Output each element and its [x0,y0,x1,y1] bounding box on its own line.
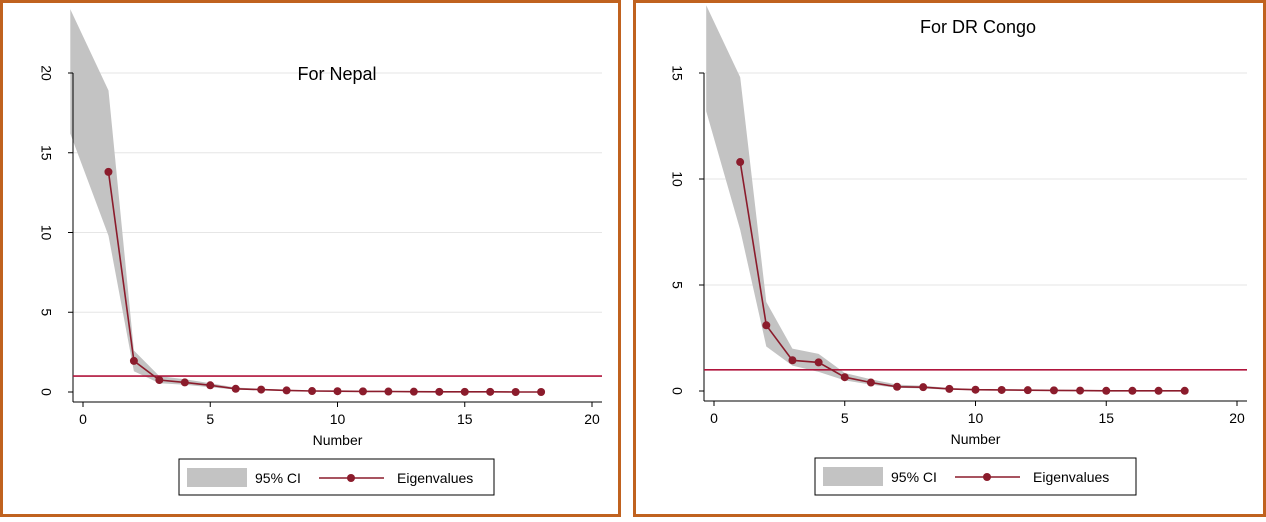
eigenvalue-point [1049,386,1058,395]
x-tick-label: 0 [710,410,718,426]
legend-ci-label: 95% CI [255,470,301,486]
eigenvalue-point [814,358,823,367]
eigenvalue-line [107,171,542,393]
y-tick-label: 0 [38,388,54,396]
eigenvalue-point [788,356,797,365]
legend-ci-label: 95% CI [891,469,937,485]
x-tick-label: 0 [79,411,87,427]
eigenvalue-point [257,385,266,394]
eigenvalue-point [384,387,393,396]
eigenvalue-point [460,387,469,396]
legend-eigen-marker [347,474,355,482]
eigenvalue-point [919,383,928,392]
eigenvalue-point [180,378,189,387]
eigenvalue-point [486,387,495,396]
chart-title: For Nepal [297,64,376,84]
eigenvalue-point [333,387,342,396]
y-tick-label: 10 [38,225,54,241]
chart-nepal: 0 5 10 15 20 0 5 10 15 20 Number For Nepal 95% CI Eig… [0,0,621,517]
eigenvalue-point [104,167,113,176]
y-tick-label: 20 [38,65,54,81]
eigenvalue-point [866,378,875,387]
x-tick-label: 5 [841,410,849,426]
eigenvalue-point [409,387,418,396]
y-tick-label: 0 [669,387,685,395]
eigenvalue-point [1076,386,1085,395]
y-tick-label: 15 [38,145,54,161]
eigenvalue-point [762,321,771,330]
eigenvalue-point [206,381,215,390]
eigenvalue-point [435,387,444,396]
x-tick-label: 20 [1229,410,1245,426]
eigenvalue-point [1128,386,1137,395]
eigenvalue-line [739,161,1185,392]
eigenvalue-point [537,388,546,396]
eigenvalue-point [358,387,367,396]
eigenvalue-point [282,386,291,395]
y-tick-label: 15 [669,65,685,81]
legend-ci-swatch [187,468,247,487]
legend-eigen-label: Eigenvalues [397,470,473,486]
eigenvalue-point [1023,386,1032,395]
x-tick-label: 10 [968,410,984,426]
eigenvalue-point [231,384,240,393]
eigenvalue-point [736,158,745,167]
x-tick-label: 5 [206,411,214,427]
legend-ci-swatch [823,467,883,486]
y-tick-label: 10 [669,171,685,187]
eigenvalue-point [129,356,138,365]
eigenvalue-point [155,376,164,385]
x-axis-title: Number [951,431,1001,447]
eigenvalue-point [945,384,954,393]
legend-eigen-label: Eigenvalues [1033,469,1109,485]
eigenvalue-point [840,373,849,382]
x-tick-label: 10 [330,411,346,427]
panel-nepal: 0 5 10 15 20 0 5 10 15 20 Number For Nepal 95% CI Eig… [0,0,621,517]
eigenvalue-point [1180,386,1189,395]
eigenvalue-point [997,385,1006,394]
eigenvalue-point [511,388,520,396]
eigenvalue-point [971,385,980,394]
legend-eigen-marker [983,473,991,481]
y-tick-label: 5 [669,281,685,289]
eigenvalue-point [893,382,902,391]
eigenvalue-point [1154,386,1163,395]
x-tick-label: 15 [1098,410,1114,426]
chart-congo: 0 5 10 15 0 5 10 15 20 Number For DR Congo 95% CI Ei… [633,0,1266,517]
eigenvalue-point [1102,386,1111,395]
eigenvalue-point [308,387,317,396]
panel-congo: 0 5 10 15 0 5 10 15 20 Number For DR Congo 95% CI Ei… [633,0,1266,517]
chart-title: For DR Congo [920,17,1036,37]
y-tick-label: 5 [38,308,54,316]
x-axis-title: Number [313,432,363,448]
x-tick-label: 20 [584,411,600,427]
x-tick-label: 15 [457,411,473,427]
